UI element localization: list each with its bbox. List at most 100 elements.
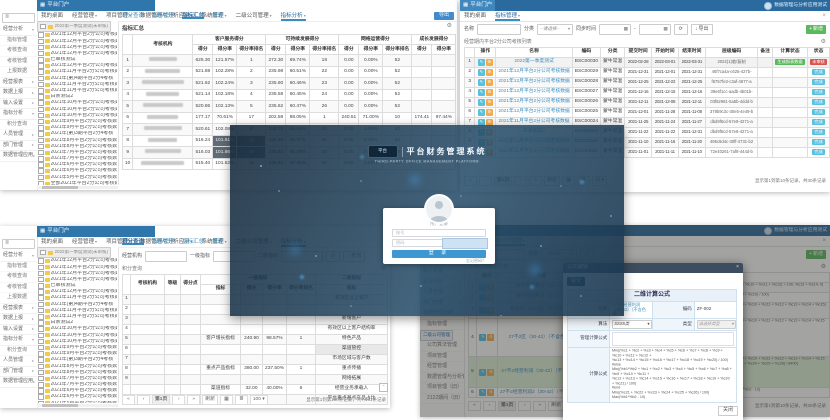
checkbox[interactable]	[38, 118, 44, 125]
tree-item[interactable]: 2021年12月平台2分公司考核数据	[37, 258, 118, 264]
tree-item[interactable]: 2022第一季度测试(未审核)	[37, 247, 112, 258]
sidebar-item-0-3[interactable]: 上报数据	[0, 293, 37, 304]
tree-item[interactable]: 2021年8月平台2分公司考核数据	[37, 137, 118, 144]
sidebar-search[interactable]: ≣	[2, 239, 35, 249]
sidebar-group-2[interactable]: 数据上报 ▸	[0, 314, 37, 325]
date-to-input[interactable]: ▦	[638, 24, 671, 35]
table-row[interactable]: 4 ✎ ⚙ 2021年12月平台2分公司考核数据 BSC00027 蒙牛常温 2021-12…	[463, 86, 830, 98]
tree-item[interactable]: 2021年11月平台2分公司考核数据	[37, 295, 118, 301]
settings-button[interactable]: ⚙	[485, 88, 493, 96]
generate-report-button[interactable]: 生成报表数据	[775, 58, 805, 66]
sidebar-item-4-0[interactable]: 积分查询	[0, 346, 37, 356]
user-menu[interactable]: 数据管理与分析应用测试	[764, 1, 830, 10]
menu-item-4[interactable]: 系统管理 ▾	[202, 237, 227, 247]
l2-indicator-cell[interactable]: 市场区域与客户数	[315, 353, 388, 365]
checkbox[interactable]	[40, 249, 46, 256]
checkbox[interactable]	[38, 162, 44, 168]
page-last-button[interactable]: »	[187, 395, 201, 405]
tree-item[interactable]: 已审核测试	[37, 57, 118, 63]
checkbox[interactable]	[38, 258, 44, 264]
page-next-button[interactable]: ›	[518, 401, 532, 411]
sidebar-search[interactable]: ≣	[2, 13, 35, 23]
table-row[interactable]: 3 521.62 102.24% 3 235.60 60.46% 23 0.00 0.00% 52	[121, 77, 457, 90]
settings-button[interactable]: ⚙	[485, 108, 493, 116]
page-prev-button[interactable]: ‹	[137, 395, 150, 405]
l2-indicator-cell[interactable]: 经营业务承载人	[315, 383, 388, 395]
tree-item[interactable]: 2021年12月平台2分公司考核数据	[37, 38, 118, 45]
sidebar-item-0-1[interactable]: 考核查询	[0, 272, 37, 283]
checkbox[interactable]	[38, 131, 44, 137]
tree-item[interactable]: 2021年11月平台2分公司考核数据	[37, 307, 118, 314]
tree-item[interactable]: 2021年11月平台2分公司考核数据	[37, 69, 118, 75]
autofill-suggestion[interactable]	[442, 238, 488, 249]
tree-item[interactable]: 2021年11月平台2分公司考核数据	[37, 314, 118, 320]
menu-item-0[interactable]: 我的桌面	[464, 11, 486, 21]
sidebar-group-5[interactable]: 人员管理 ▸	[0, 356, 37, 367]
tree-scrollbar[interactable]	[37, 404, 118, 407]
tree-item[interactable]: 2021年10月平台2分公司考核数据	[37, 338, 118, 345]
edit-button[interactable]: ✎	[477, 78, 485, 86]
user-menu[interactable]: 数据管理与分析应用测试	[764, 226, 830, 235]
tree-item[interactable]: 2021年(第)4期平台2分4考核	[37, 75, 118, 82]
menu-item-0[interactable]: 我的桌面	[41, 237, 63, 247]
checkbox[interactable]	[38, 32, 44, 38]
tree-item[interactable]: 2021年10月平台2分公司考核数据	[37, 326, 118, 332]
checkbox[interactable]	[38, 351, 44, 357]
table-row[interactable]: 2 ✎ ⚙ 2021年12月平台2分公司考核数据 BSC00029 蒙牛常温 2021-12…	[463, 66, 830, 78]
category-select[interactable]: --请选择-- ▾	[537, 24, 574, 35]
checkbox[interactable]	[38, 332, 44, 339]
tree-item[interactable]: 2021年7月平台2分公司考核数据	[37, 149, 118, 156]
sidebar-item-6-2[interactable]: 公司算法管理	[420, 341, 464, 352]
gear-icon[interactable]: ⚙	[446, 23, 452, 29]
tree-item[interactable]: 2021年12月平台2分公司考核数据	[37, 32, 118, 38]
sidebar-group-1[interactable]: 经营报表 ▸	[0, 304, 37, 314]
tree-item[interactable]: 2021年9月平台2分公司考核数据	[37, 118, 118, 125]
checkbox[interactable]	[38, 357, 44, 363]
table-row[interactable]: 7 ✎ ⚙ 2021年11月平台2分公司考核数据 BSC00024 蒙牛常温 2021-11…	[463, 116, 830, 128]
table-row[interactable]: 3 ✎ ⚙ 2021年12月平台2分公司考核数据 BSC00028 蒙牛常温 2021-12…	[463, 76, 830, 88]
page-size-select[interactable]: 100 ▾	[249, 395, 268, 405]
sidebar-item-0-0[interactable]: 指标管理	[0, 262, 37, 272]
type-select[interactable]: 请选择类型 ▾	[696, 319, 736, 329]
sidebar-group-5[interactable]: 人员管理 ▸	[0, 130, 37, 141]
settings-button[interactable]: ⚙	[485, 58, 493, 66]
login-button[interactable]: 登 录	[392, 249, 486, 258]
checkbox[interactable]	[38, 112, 44, 119]
export-button[interactable]: 导出	[434, 12, 454, 20]
checkbox[interactable]	[38, 394, 44, 400]
tree-item[interactable]: 2022第一季度测试(未审核)	[37, 21, 112, 32]
checkbox[interactable]	[38, 75, 44, 82]
edit-button[interactable]: ✎	[477, 68, 485, 76]
list-view-icon[interactable]: ≣	[234, 395, 248, 405]
menu-item-0[interactable]: 我的桌面	[41, 11, 63, 21]
settings-button[interactable]: ⚙	[485, 98, 493, 106]
sidebar-group-0[interactable]: 经营分析 ▾	[0, 251, 37, 262]
checkbox[interactable]	[38, 295, 44, 301]
checkbox[interactable]	[38, 149, 44, 156]
settings-button[interactable]: ⚙	[485, 118, 493, 126]
name-link[interactable]: 2021年12月平台2分公司考核数据	[495, 66, 573, 78]
table-row[interactable]: 2 521.88 102.28% 2 235.98 60.51% 22 0.00 0.00% 52	[121, 65, 457, 79]
menu-item-2[interactable]: 项目管理 ▾	[106, 11, 131, 21]
checkbox[interactable]	[38, 168, 44, 174]
sidebar-group-4[interactable]: 指标分析 ▾	[0, 109, 37, 120]
sidebar-item-0-2[interactable]: 考核管理	[0, 57, 37, 67]
checkbox[interactable]	[38, 63, 44, 69]
back-to-top-button[interactable]: ⌃	[379, 383, 388, 392]
tree-item[interactable]: 2021年10月平台2分公司考核数据	[37, 100, 118, 106]
table-row[interactable]: 4 521.14 102.18% 4 235.58 60.45% 24 0.00 0.00% 52	[121, 88, 457, 102]
l2-indicator-cell[interactable]: 渠道管控	[315, 343, 388, 355]
add-button[interactable]: + 新增	[806, 250, 826, 259]
table-row[interactable]: 9 网络拓展	[122, 373, 388, 385]
tree-item[interactable]: 2021年11月平台2分公司考核数据	[37, 81, 118, 88]
tree-item[interactable]: 2021年7月平台2分公司考核数据	[37, 375, 118, 382]
tab-1[interactable]: 指标管理	[152, 238, 175, 245]
table-row[interactable]: 1 625.30 121.57% 1 272.30 69.74% 18 0.00 0.00% 52	[121, 54, 457, 67]
tree-item[interactable]: 白条测试2	[37, 94, 118, 100]
checkbox[interactable]	[38, 382, 44, 388]
close-button[interactable]: 关闭	[717, 405, 738, 416]
menu-item-3[interactable]: 数据管理与分析应用 ▾	[140, 11, 193, 21]
tab-3[interactable]: 报表	[212, 238, 224, 245]
table-row[interactable]: 5 ✎ ⚙ 2021年12月平台2分公司考核数据 BSC00026 蒙牛常温 2021-12…	[463, 96, 830, 108]
tree-item[interactable]: 2021年10月平台2分公司考核数据	[37, 112, 118, 119]
